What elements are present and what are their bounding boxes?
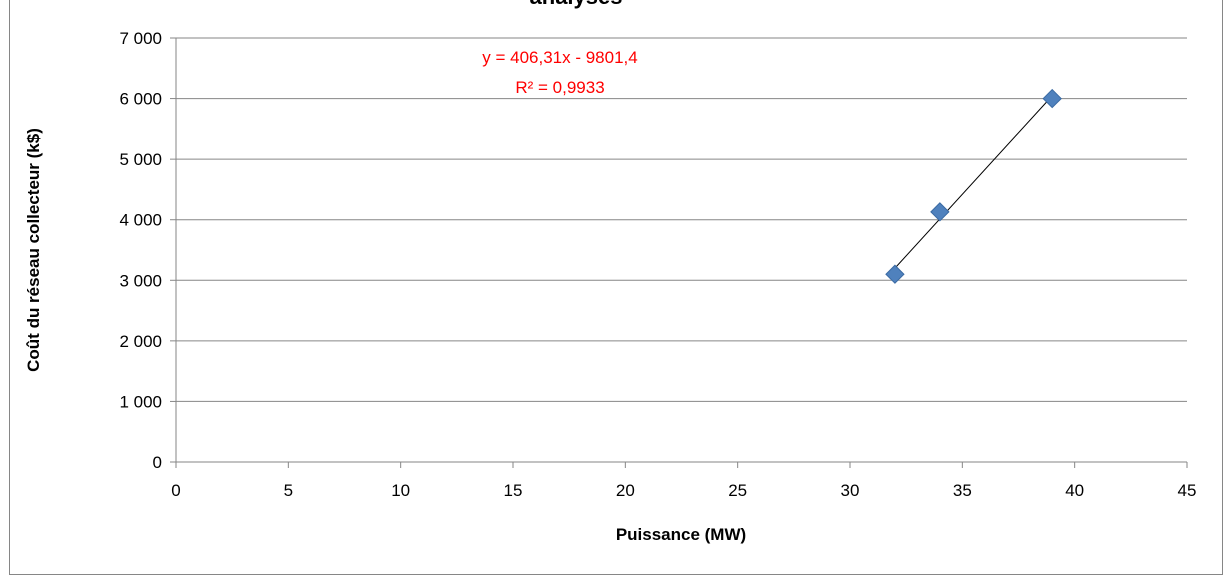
- y-tick-label: 2 000: [119, 332, 162, 351]
- y-tick-label: 3 000: [119, 271, 162, 290]
- x-tick-label: 25: [728, 481, 747, 500]
- x-tick-label: 35: [953, 481, 972, 500]
- x-tick-label: 10: [391, 481, 410, 500]
- y-tick-label: 7 000: [119, 29, 162, 48]
- data-point: [1042, 88, 1062, 109]
- x-tick-label: 5: [284, 481, 293, 500]
- trendline: [894, 95, 1053, 269]
- trendline-group: [894, 95, 1053, 269]
- x-tick-label: 20: [616, 481, 635, 500]
- x-tick-label: 40: [1065, 481, 1084, 500]
- x-tick-label: 0: [171, 481, 180, 500]
- chart-title: analyses: [530, 0, 623, 9]
- trendline-r-squared: R² = 0,9933: [515, 78, 604, 97]
- chart-frame: [9, 0, 1223, 575]
- x-axis-title: Puissance (MW): [616, 525, 746, 544]
- y-tick-label: 4 000: [119, 211, 162, 230]
- trendline-equation: y = 406,31x - 9801,4: [482, 48, 637, 67]
- x-tick-label: 15: [504, 481, 523, 500]
- axes: [170, 37, 1188, 468]
- gridlines: [176, 37, 1187, 402]
- data-point: [930, 202, 950, 222]
- y-tick-label: 5 000: [119, 150, 162, 169]
- x-tick-label: 30: [841, 481, 860, 500]
- x-tick-label: 45: [1178, 481, 1197, 500]
- y-tick-label: 1 000: [119, 392, 162, 411]
- labels: analyses y = 406,31x - 9801,4 R² = 0,993…: [24, 0, 1196, 544]
- y-tick-label: 0: [153, 453, 162, 472]
- data-points: [885, 88, 1062, 284]
- y-axis-title: Coût du réseau collecteur (k$): [24, 128, 43, 372]
- y-tick-label: 6 000: [119, 90, 162, 109]
- data-point: [885, 264, 905, 284]
